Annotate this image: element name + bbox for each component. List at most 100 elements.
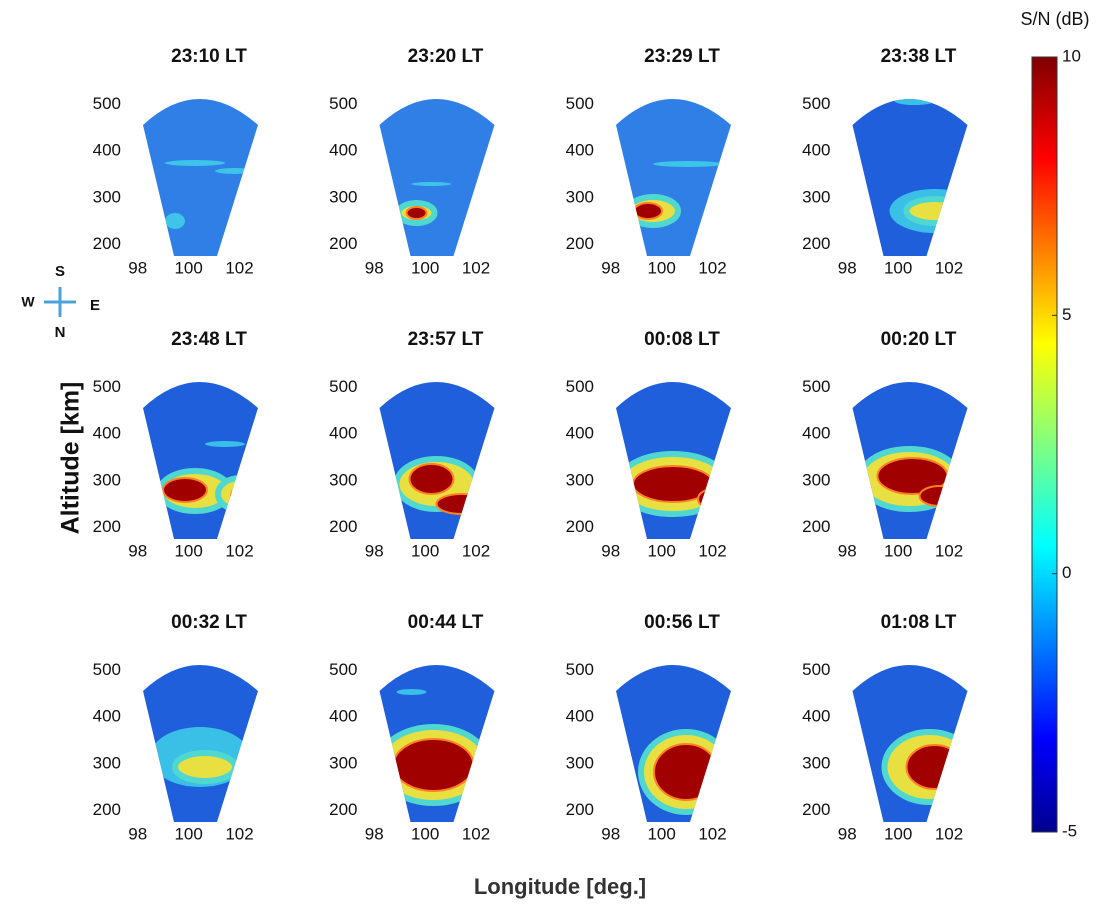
echo-region [860,449,960,509]
colorbar [1032,57,1057,832]
y-tick-label: 300 [93,753,121,772]
echo [412,182,452,186]
compass-label: N [55,324,66,341]
x-tick-label: 100 [411,541,439,560]
echo [407,207,427,219]
y-tick-label: 200 [802,234,830,253]
echo [953,213,973,229]
panel-title: 23:20 LT [408,46,484,67]
compass-label: W [21,294,35,310]
x-tick-label: 102 [462,541,490,560]
scan-sector [143,99,258,256]
y-tick-label: 300 [329,187,357,206]
echo [653,161,723,167]
panel-title: 23:48 LT [171,329,247,350]
y-tick-label: 500 [93,377,121,396]
x-tick-label: 98 [365,258,384,277]
echo [634,203,662,219]
echo [165,213,185,229]
echo [410,464,454,494]
colorbar-tick-label: 0 [1062,563,1071,582]
x-tick-label: 98 [128,824,147,843]
y-tick-label: 400 [329,141,357,160]
panel-title: 23:38 LT [881,46,957,67]
colorbar-tick-label: 10 [1062,46,1081,65]
y-tick-label: 500 [329,94,357,113]
panel-title: 23:10 LT [171,46,247,67]
x-tick-label: 100 [884,824,912,843]
y-tick-label: 500 [93,94,121,113]
y-tick-label: 200 [93,234,121,253]
x-tick-label: 102 [462,824,490,843]
echo [205,441,245,447]
panel-title: 23:29 LT [644,46,720,67]
echo [163,478,207,502]
y-tick-label: 500 [802,377,830,396]
y-tick-label: 400 [566,707,594,726]
y-tick-label: 500 [329,660,357,679]
y-tick-label: 500 [566,377,594,396]
panel: 23:20 LT20030040050098100102 [329,46,494,277]
x-tick-label: 102 [462,258,490,277]
x-tick-label: 98 [838,541,857,560]
y-tick-label: 200 [329,800,357,819]
scan-sector [143,382,258,539]
y-tick-label: 200 [566,800,594,819]
y-tick-label: 400 [329,424,357,443]
y-tick-label: 500 [566,660,594,679]
x-tick-label: 102 [225,258,253,277]
echo-region [641,732,731,812]
y-tick-label: 400 [93,424,121,443]
echo [437,494,487,514]
x-tick-label: 100 [174,824,202,843]
echo [175,753,235,781]
compass-label: E [90,297,100,314]
x-tick-label: 100 [647,541,675,560]
panel: 00:08 LT20030040050098100102 [566,329,731,560]
colorbar-tick-label: 5 [1062,305,1071,324]
y-tick-label: 400 [93,141,121,160]
echo [907,745,963,789]
y-tick-label: 500 [329,377,357,396]
panel-title: 00:44 LT [408,612,484,633]
y-tick-label: 400 [802,141,830,160]
panel-title: 23:57 LT [408,329,484,350]
x-tick-label: 98 [601,258,620,277]
x-tick-label: 100 [174,258,202,277]
y-tick-label: 200 [329,234,357,253]
x-axis-label: Longitude [deg.] [474,874,646,899]
colorbar-label: S/N (dB) [1020,9,1089,29]
y-tick-label: 300 [329,753,357,772]
panel: 00:20 LT20030040050098100102 [802,329,967,560]
y-axis-label: Altitude [km] [57,382,85,535]
x-tick-label: 102 [698,258,726,277]
y-tick-label: 400 [802,707,830,726]
echo-region [618,454,728,514]
x-tick-label: 102 [935,824,963,843]
echo [231,486,255,506]
x-tick-label: 100 [174,541,202,560]
x-tick-label: 98 [365,824,384,843]
echo [698,489,728,509]
y-tick-label: 400 [566,424,594,443]
y-tick-label: 300 [566,753,594,772]
x-tick-label: 102 [225,824,253,843]
echo-region [150,727,250,787]
x-tick-label: 100 [647,258,675,277]
echo [397,689,427,695]
y-tick-label: 300 [802,187,830,206]
echo [895,97,935,105]
x-tick-label: 102 [698,541,726,560]
panel: 00:32 LT20030040050098100102 [93,612,258,843]
y-tick-label: 300 [93,187,121,206]
y-tick-label: 200 [93,800,121,819]
x-tick-label: 102 [935,541,963,560]
echo [857,781,873,793]
echo [215,168,255,174]
x-tick-label: 98 [838,258,857,277]
page: Altitude [km] Longitude [deg.] S N W E S… [0,0,1097,907]
